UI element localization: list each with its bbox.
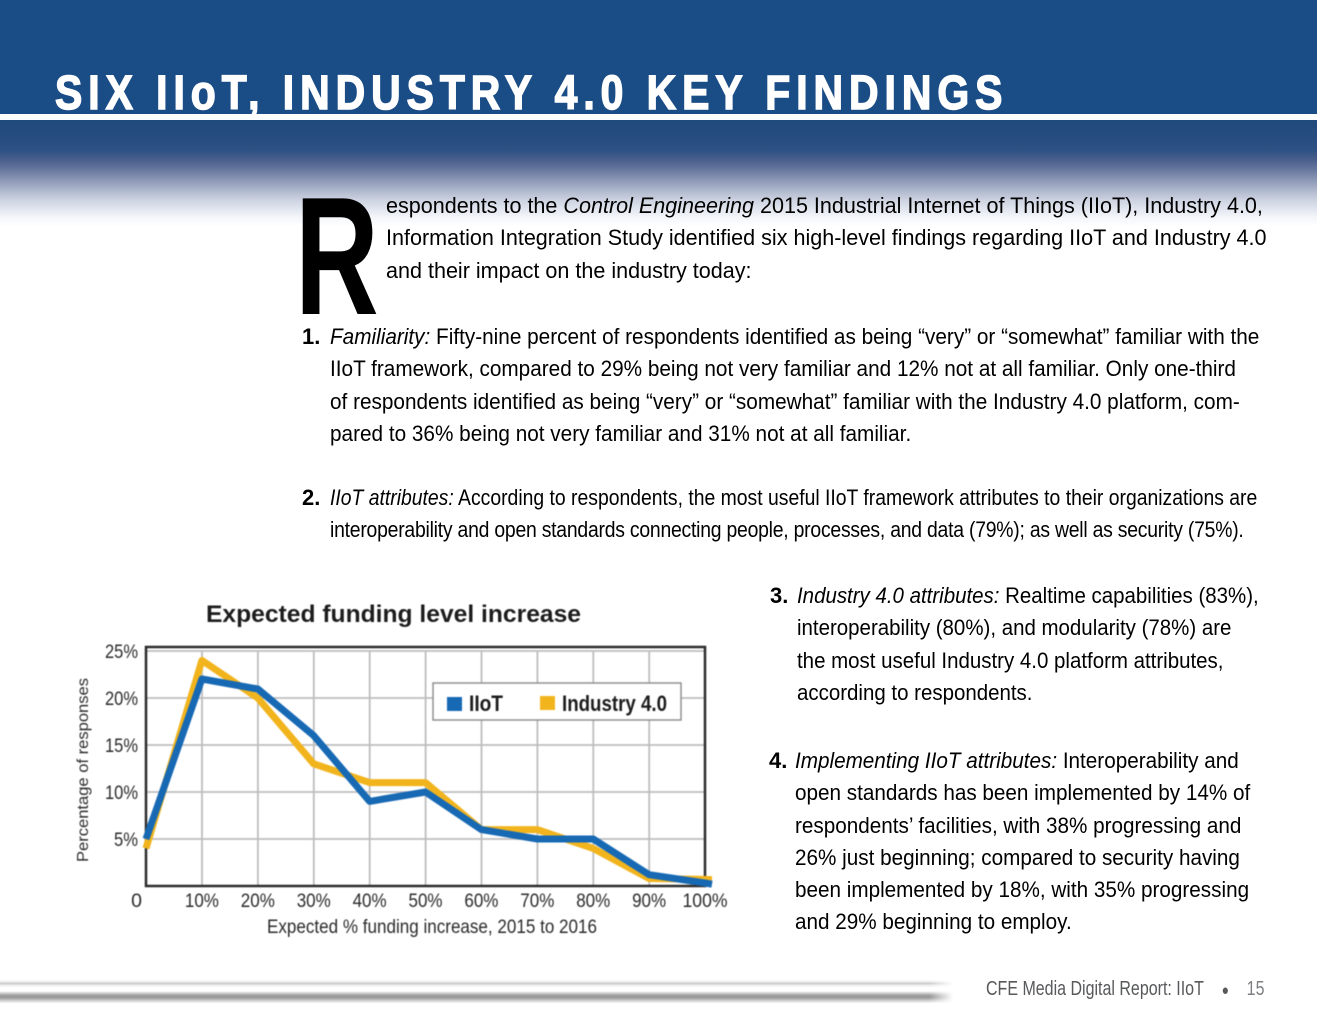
- svg-text:10%: 10%: [105, 782, 138, 804]
- svg-text:Industry 4.0: Industry 4.0: [562, 691, 667, 716]
- svg-text:Percentage of responses: Percentage of responses: [75, 678, 92, 862]
- svg-text:15%: 15%: [105, 735, 138, 757]
- svg-text:Expected % funding increase, 2: Expected % funding increase, 2015 to 201…: [267, 916, 597, 938]
- svg-text:25%: 25%: [105, 641, 138, 663]
- svg-text:IIoT: IIoT: [469, 691, 503, 716]
- svg-text:20%: 20%: [105, 688, 138, 710]
- svg-text:50%: 50%: [409, 890, 443, 912]
- svg-text:80%: 80%: [576, 890, 610, 912]
- svg-text:Expected funding level increas: Expected funding level increase: [206, 601, 581, 628]
- svg-text:5%: 5%: [114, 829, 138, 851]
- svg-text:70%: 70%: [520, 890, 554, 912]
- svg-text:20%: 20%: [241, 890, 275, 912]
- svg-text:30%: 30%: [297, 890, 331, 912]
- svg-text:60%: 60%: [464, 890, 498, 912]
- svg-text:40%: 40%: [353, 890, 387, 912]
- svg-text:10%: 10%: [185, 890, 219, 912]
- svg-text:100%: 100%: [683, 890, 728, 912]
- svg-text:0: 0: [131, 890, 142, 912]
- svg-text:90%: 90%: [632, 890, 666, 912]
